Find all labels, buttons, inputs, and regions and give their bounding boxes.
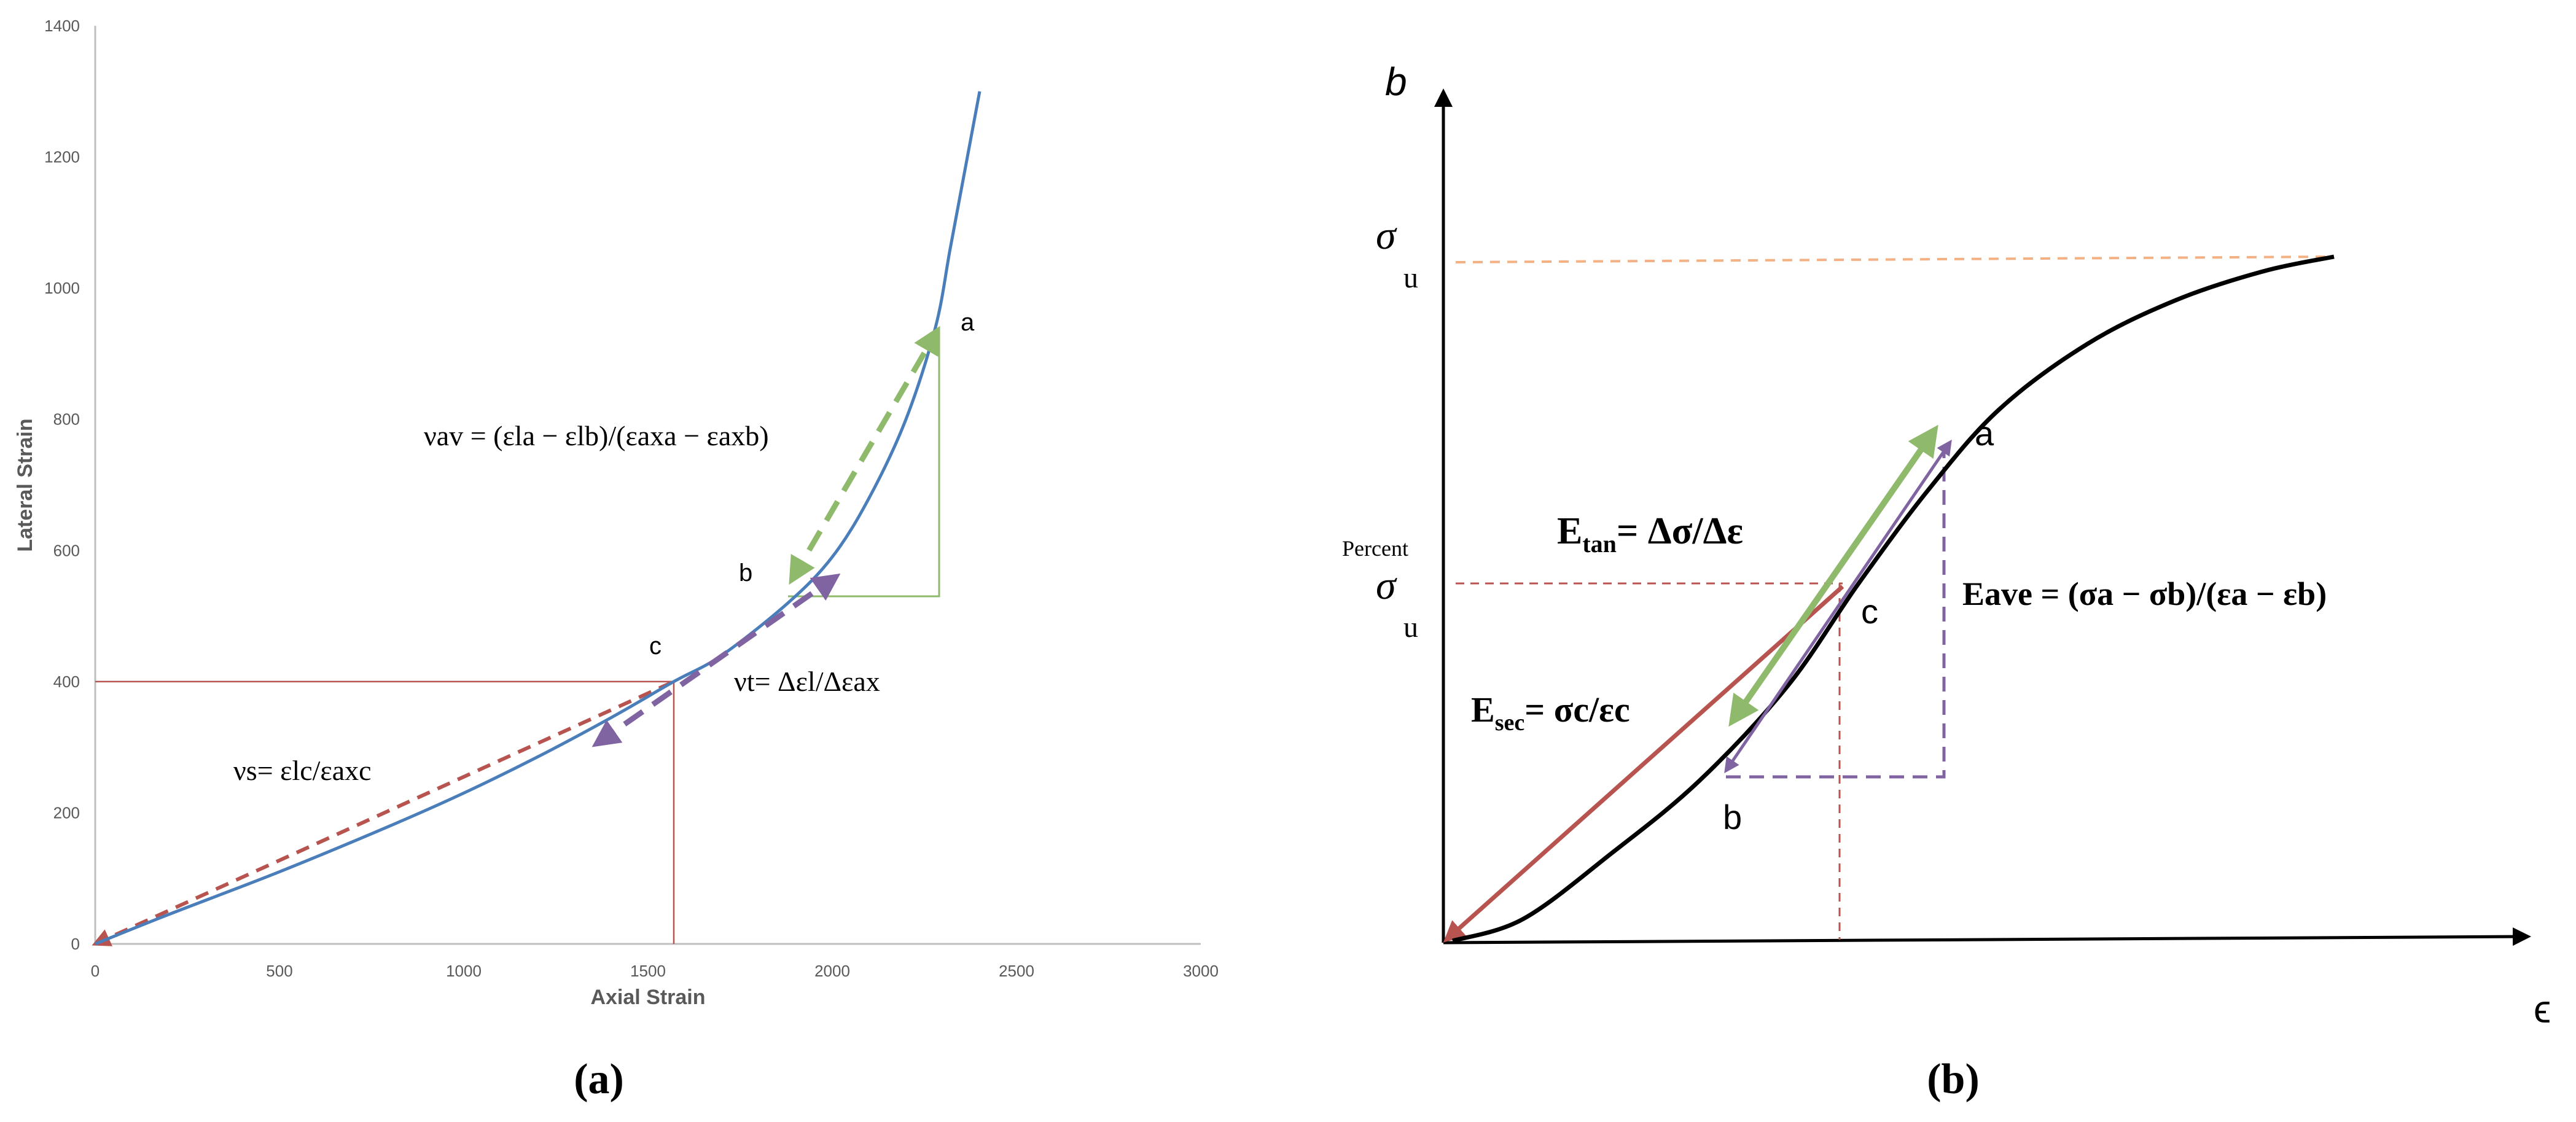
e-tan-rest: = Δσ/Δε <box>1617 510 1743 552</box>
y-tick-label: 1000 <box>44 279 80 297</box>
strain-curve-a <box>95 91 982 946</box>
panel-b: b ϵ σ u Percent σ u a c b Etan= Δσ/Δε Es… <box>1342 60 2551 1103</box>
e-tan-sub: tan <box>1582 530 1617 558</box>
y-tick-label: 1400 <box>44 17 80 35</box>
e-sec-formula: Esec= σc/εc <box>1471 690 1630 736</box>
e-ave-formula: Eave = (σa − σb)/(εa − εb) <box>1962 575 2327 612</box>
point-label-c: c <box>649 633 662 660</box>
sigma-u-mid-sub: u <box>1403 611 1418 644</box>
caption-b: (b) <box>1927 1056 1980 1103</box>
e-tan-main: E <box>1557 510 1582 552</box>
sigma-u-mid: σ <box>1376 563 1397 608</box>
y-tick-label: 400 <box>53 672 80 691</box>
x-axis-symbol-b: ϵ <box>2534 987 2551 1031</box>
e-sec-main: E <box>1471 690 1495 730</box>
y-tick-label: 600 <box>53 541 80 559</box>
sigma-u-top-sub: u <box>1403 262 1418 294</box>
tangent-arrow-a <box>591 573 841 747</box>
e-tan-formula: Etan= Δσ/Δε <box>1557 510 1743 558</box>
x-tick-label: 3000 <box>1183 962 1219 980</box>
average-slope-arrow-a <box>789 325 940 585</box>
caption-a: (a) <box>574 1056 624 1103</box>
percent-label: Percent <box>1342 536 1408 561</box>
secant-line-a <box>92 680 675 946</box>
y-tick-labels-a: 0 200 400 600 800 1000 1200 1400 <box>44 17 80 953</box>
formula-nu-t: νt= Δεl/Δεax <box>734 666 880 697</box>
e-sec-sub: sec <box>1495 710 1525 736</box>
formula-nu-s: νs= εlc/εaxc <box>233 755 372 786</box>
x-axis-label-a: Axial Strain <box>590 986 705 1009</box>
tangent-arrow-b <box>1728 424 1938 727</box>
x-tick-label: 2000 <box>814 962 850 980</box>
point-label-b-b: b <box>1723 798 1742 836</box>
y-axis-label-a: Lateral Strain <box>14 418 37 551</box>
x-axis-b <box>1443 927 2531 946</box>
point-label-a: a <box>961 309 975 336</box>
panel-a: 0 500 1000 1500 2000 2500 3000 0 200 400 600 800 10… <box>14 17 1219 1103</box>
y-tick-label: 800 <box>53 410 80 429</box>
x-tick-label: 0 <box>91 962 100 980</box>
e-sec-rest: = σc/εc <box>1524 690 1630 730</box>
average-arrow-b <box>1724 439 1952 774</box>
x-tick-label: 1000 <box>446 962 482 980</box>
average-slope-triangle-b <box>1726 451 1946 779</box>
sigma-u-top: σ <box>1376 213 1397 258</box>
formula-nu-av: νav = (εla − εlb)/(εaxa − εaxb) <box>424 420 769 451</box>
y-tick-label: 1200 <box>44 148 80 166</box>
x-tick-labels-a: 0 500 1000 1500 2000 2500 3000 <box>91 962 1219 980</box>
ultimate-stress-line <box>1455 255 2328 263</box>
secant-arrow-b <box>1443 585 1844 943</box>
x-tick-label: 2500 <box>999 962 1034 980</box>
point-label-a-b: a <box>1975 414 1994 453</box>
y-tick-label: 0 <box>71 935 80 953</box>
x-tick-label: 500 <box>266 962 292 980</box>
y-tick-label: 200 <box>53 803 80 822</box>
point-label-c-b: c <box>1861 592 1878 631</box>
y-axis-symbol-b: b <box>1385 60 1407 104</box>
point-label-b: b <box>739 559 752 586</box>
x-tick-label: 1500 <box>630 962 666 980</box>
